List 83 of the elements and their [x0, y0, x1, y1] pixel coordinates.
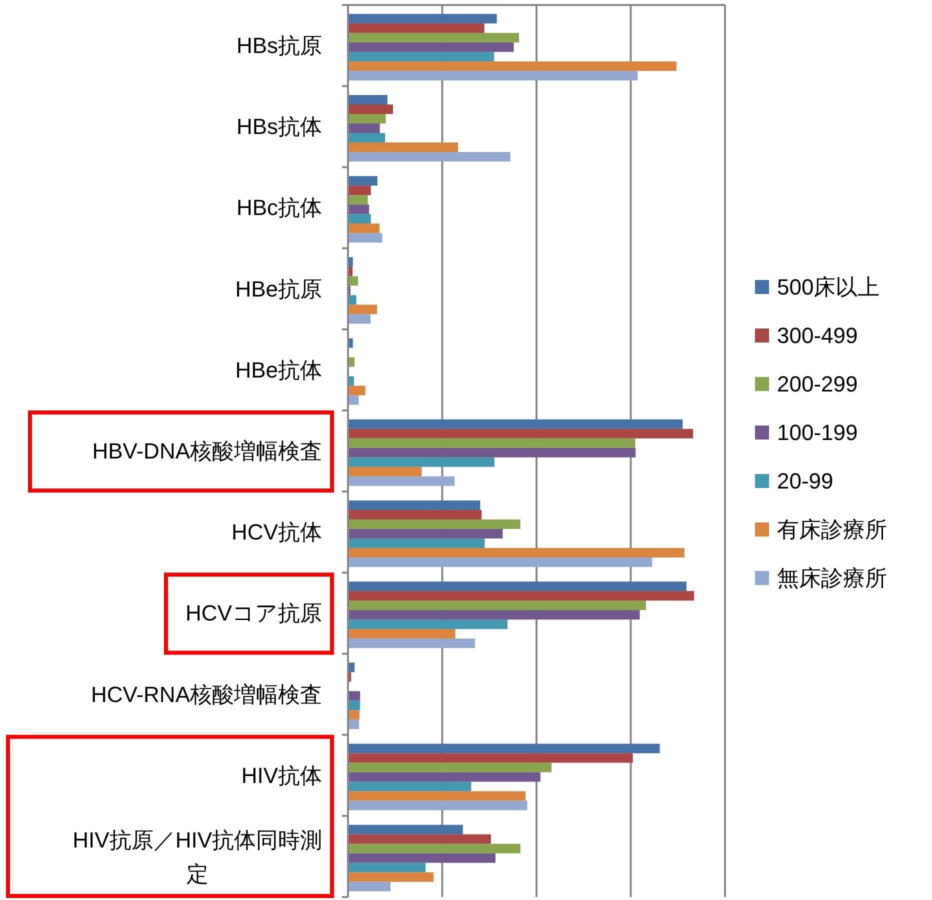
bar: [348, 142, 458, 152]
y-tick-label: HBs抗体: [236, 114, 322, 140]
bar: [348, 386, 366, 396]
bar: [348, 800, 528, 810]
bar: [348, 620, 508, 630]
y-tick-label: HBV-DNA核酸増幅検査: [92, 438, 322, 464]
bar: [348, 457, 494, 467]
bar: [348, 438, 636, 448]
bar: [348, 23, 484, 33]
legend-label: 有床診療所: [777, 517, 887, 542]
bar: [348, 204, 370, 214]
y-tick-label: HBs抗原: [236, 33, 322, 58]
bar: [348, 448, 636, 458]
bar: [348, 872, 434, 882]
bar: [348, 42, 514, 52]
bar: [348, 195, 368, 205]
bar: [348, 295, 356, 305]
y-tick-label: HBc抗体: [236, 195, 322, 220]
bar: [348, 186, 371, 196]
bar: [348, 691, 360, 701]
bar: [348, 152, 510, 162]
legend-label: 200-299: [777, 372, 858, 396]
bar: [348, 600, 646, 610]
bar: [348, 629, 456, 639]
bar: [348, 591, 694, 601]
y-tick-label: HIV抗体: [241, 762, 322, 788]
bar: [348, 772, 540, 782]
y-tick-label: HCV抗体: [232, 520, 322, 545]
bar: [348, 638, 476, 648]
bar: [348, 500, 480, 510]
bar: [348, 419, 683, 429]
bar: [348, 720, 360, 730]
bar: [348, 32, 519, 42]
y-tick-label: HCV-RNA核酸増幅検査: [90, 682, 322, 707]
bar: [348, 610, 640, 620]
bar: [348, 853, 496, 863]
bar: [348, 114, 386, 124]
bar: [348, 844, 520, 854]
bar: [348, 519, 520, 529]
bar: [348, 52, 494, 62]
legend-label: 20-99: [777, 468, 834, 494]
bar: [348, 104, 393, 114]
bar: [348, 124, 380, 134]
bar: [348, 582, 686, 592]
legend-label: 無床診療所: [777, 566, 887, 590]
bar: [348, 791, 526, 801]
bar: [348, 14, 497, 24]
bar: [348, 557, 652, 567]
bar: [348, 762, 552, 772]
bar: [348, 782, 472, 792]
bar: [348, 304, 378, 314]
legend-label: 100-199: [777, 420, 858, 445]
bar: [348, 753, 633, 763]
bar: [348, 428, 694, 438]
bar: [348, 476, 455, 486]
bar: [348, 224, 380, 234]
bar: [348, 61, 676, 71]
bar: [348, 548, 684, 558]
bar: [348, 538, 485, 548]
legend-label: 300-499: [777, 323, 858, 348]
bar: [348, 824, 463, 834]
bar: [348, 710, 360, 720]
bar: [348, 176, 378, 186]
bar: [348, 700, 360, 710]
bar: [348, 70, 638, 80]
y-tick-label: HIV抗原／HIV抗体同時測定: [72, 826, 322, 886]
bar: [348, 133, 386, 143]
bar: [348, 95, 388, 105]
bar: [348, 466, 422, 476]
bar: [348, 510, 482, 520]
bar: [348, 314, 370, 324]
legend-label: 500床以上: [777, 274, 880, 300]
bar: [348, 214, 371, 224]
bar: [348, 834, 491, 844]
y-tick-label: HBe抗体: [235, 357, 322, 382]
y-tick-label: HBe抗原: [235, 276, 322, 302]
bar: [348, 276, 358, 286]
bar: [348, 744, 660, 754]
bar: [348, 233, 382, 243]
y-tick-label: HCVコア抗原: [186, 600, 322, 626]
bar: [348, 862, 426, 872]
bar: [348, 882, 391, 892]
bar: [348, 528, 503, 538]
